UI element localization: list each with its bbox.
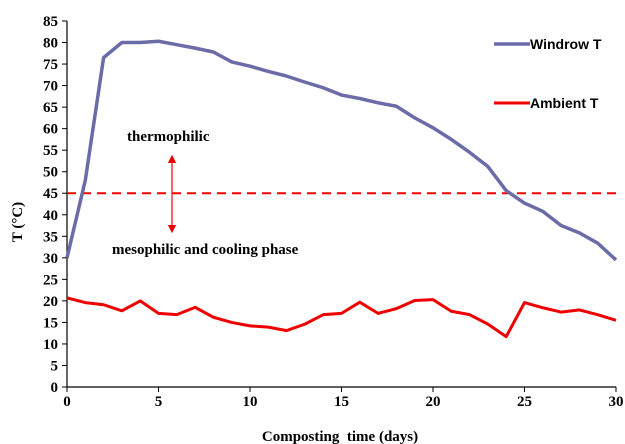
x-tick-label: 20 [426, 394, 441, 410]
legend-label: Ambient T [530, 95, 599, 111]
y-tick-label: 40 [43, 208, 58, 224]
x-tick-label: 0 [63, 394, 71, 410]
series-lines [65, 39, 618, 339]
y-tick-label: 30 [43, 251, 58, 267]
y-tick-label: 0 [51, 380, 59, 396]
y-tick-label: 80 [43, 36, 58, 52]
y-tick-label: 50 [43, 165, 58, 181]
y-tick-label: 70 [43, 79, 58, 95]
y-tick-label: 55 [43, 143, 58, 159]
x-tick-label: 30 [609, 394, 624, 410]
x-tick-label: 5 [155, 394, 163, 410]
y-tick-label: 45 [43, 186, 58, 202]
annotation-mesophilic: mesophilic and cooling phase [112, 242, 299, 258]
plot-area: 0 5 10 15 20 25 30 35 40 45 50 55 60 65 70 75 80 85 0 5 10 1… [43, 14, 624, 410]
y-tick-label: 35 [43, 229, 58, 245]
y-tick-label: 15 [43, 315, 58, 331]
series-line-ambient-t [66, 296, 617, 339]
x-tick-label: 10 [243, 394, 258, 410]
y-axis-title: T (°C) [10, 202, 26, 242]
y-tick-label: 10 [43, 337, 58, 353]
x-ticks: 0 5 10 15 20 25 30 [63, 387, 624, 410]
x-axis-title: Composting time (days) [262, 429, 418, 444]
y-tick-label: 85 [43, 14, 58, 30]
legend: Windrow T Ambient T [494, 36, 602, 111]
x-tick-label: 15 [334, 394, 349, 410]
series-line-windrow-t [65, 39, 618, 262]
y-tick-label: 75 [43, 57, 58, 73]
y-tick-label: 60 [43, 122, 58, 138]
legend-label: Windrow T [530, 36, 602, 52]
y-tick-label: 65 [43, 100, 58, 116]
annotation-thermophilic: thermophilic [127, 129, 210, 145]
x-tick-label: 25 [517, 394, 532, 410]
y-tick-label: 5 [51, 358, 59, 374]
y-tick-label: 25 [43, 272, 58, 288]
y-ticks: 0 5 10 15 20 25 30 35 40 45 50 55 60 65 70 75 80 85 [43, 14, 67, 396]
y-tick-label: 20 [43, 294, 58, 310]
